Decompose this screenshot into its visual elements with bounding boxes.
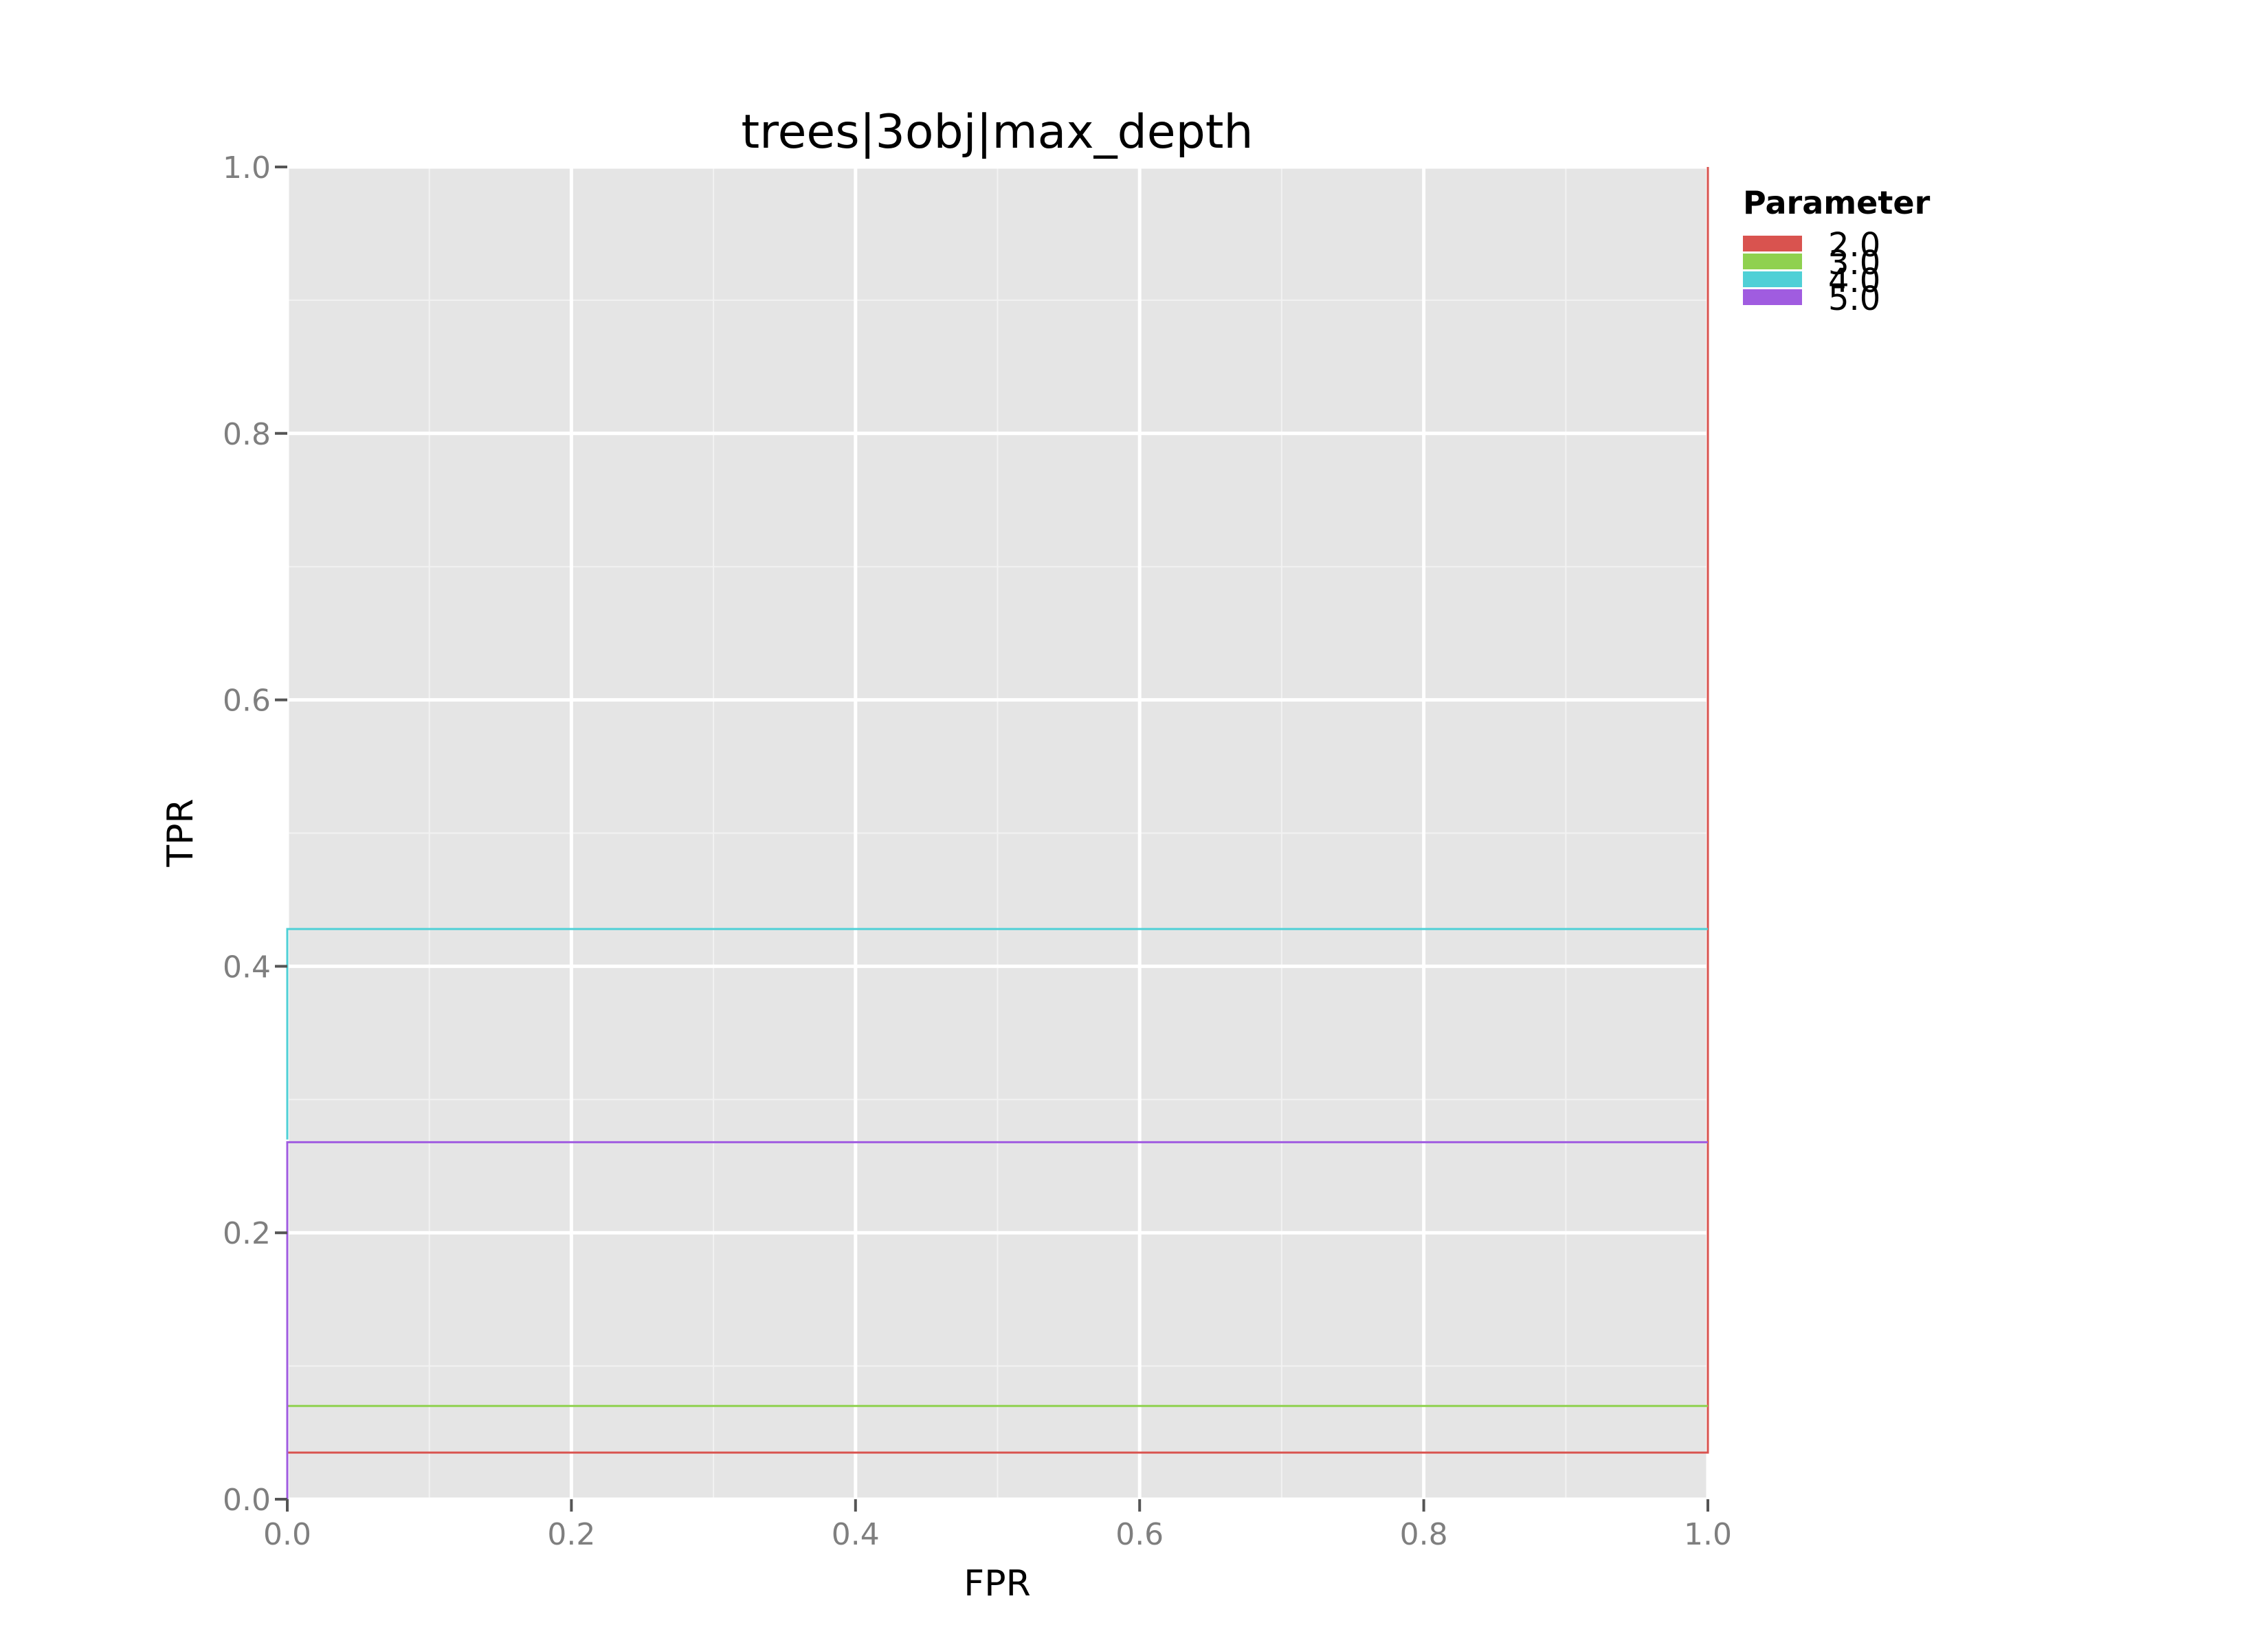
- y-tick-label: 0.4: [223, 950, 271, 985]
- legend: Parameter 2.03.04.05.0: [1743, 184, 1931, 318]
- chart-title: trees|3obj|max_depth: [741, 105, 1253, 159]
- y-tick-label: 0.0: [223, 1483, 271, 1518]
- x-tick-label: 1.0: [1684, 1517, 1732, 1552]
- y-tick-label: 0.2: [223, 1216, 271, 1251]
- legend-label: 3.0: [1828, 244, 1880, 282]
- legend-title: Parameter: [1743, 184, 1931, 221]
- legend-swatch: [1743, 254, 1802, 269]
- x-axis-title: FPR: [964, 1563, 1030, 1604]
- legend-label: 5.0: [1828, 280, 1880, 318]
- y-axis-title: TPR: [160, 798, 201, 867]
- x-tick-label: 0.6: [1115, 1517, 1164, 1552]
- series-line-5-0: [286, 1141, 1708, 1499]
- legend-label: 2.0: [1828, 226, 1880, 265]
- minor-gridlines: [287, 167, 1708, 1499]
- y-tick-label: 0.8: [223, 417, 271, 452]
- legend-swatch: [1743, 236, 1802, 251]
- x-tick-label: 0.8: [1400, 1517, 1448, 1552]
- series-line-4-0: [286, 928, 1708, 1140]
- y-tick-label: 1.0: [223, 150, 271, 186]
- legend-label: 4.0: [1828, 262, 1880, 300]
- legend-swatch: [1743, 289, 1802, 305]
- legend-swatch: [1743, 271, 1802, 287]
- x-tick-label: 0.4: [832, 1517, 880, 1552]
- x-axis: 0.0 0.2 0.4 0.6 0.8 1.0: [263, 1499, 1732, 1552]
- series-lines: [286, 167, 1709, 1499]
- y-axis: 0.0 0.2 0.4 0.6 0.8 1.0: [223, 150, 287, 1518]
- x-tick-label: 0.2: [547, 1517, 595, 1552]
- y-tick-label: 0.6: [223, 684, 271, 719]
- x-tick-label: 0.0: [263, 1517, 311, 1552]
